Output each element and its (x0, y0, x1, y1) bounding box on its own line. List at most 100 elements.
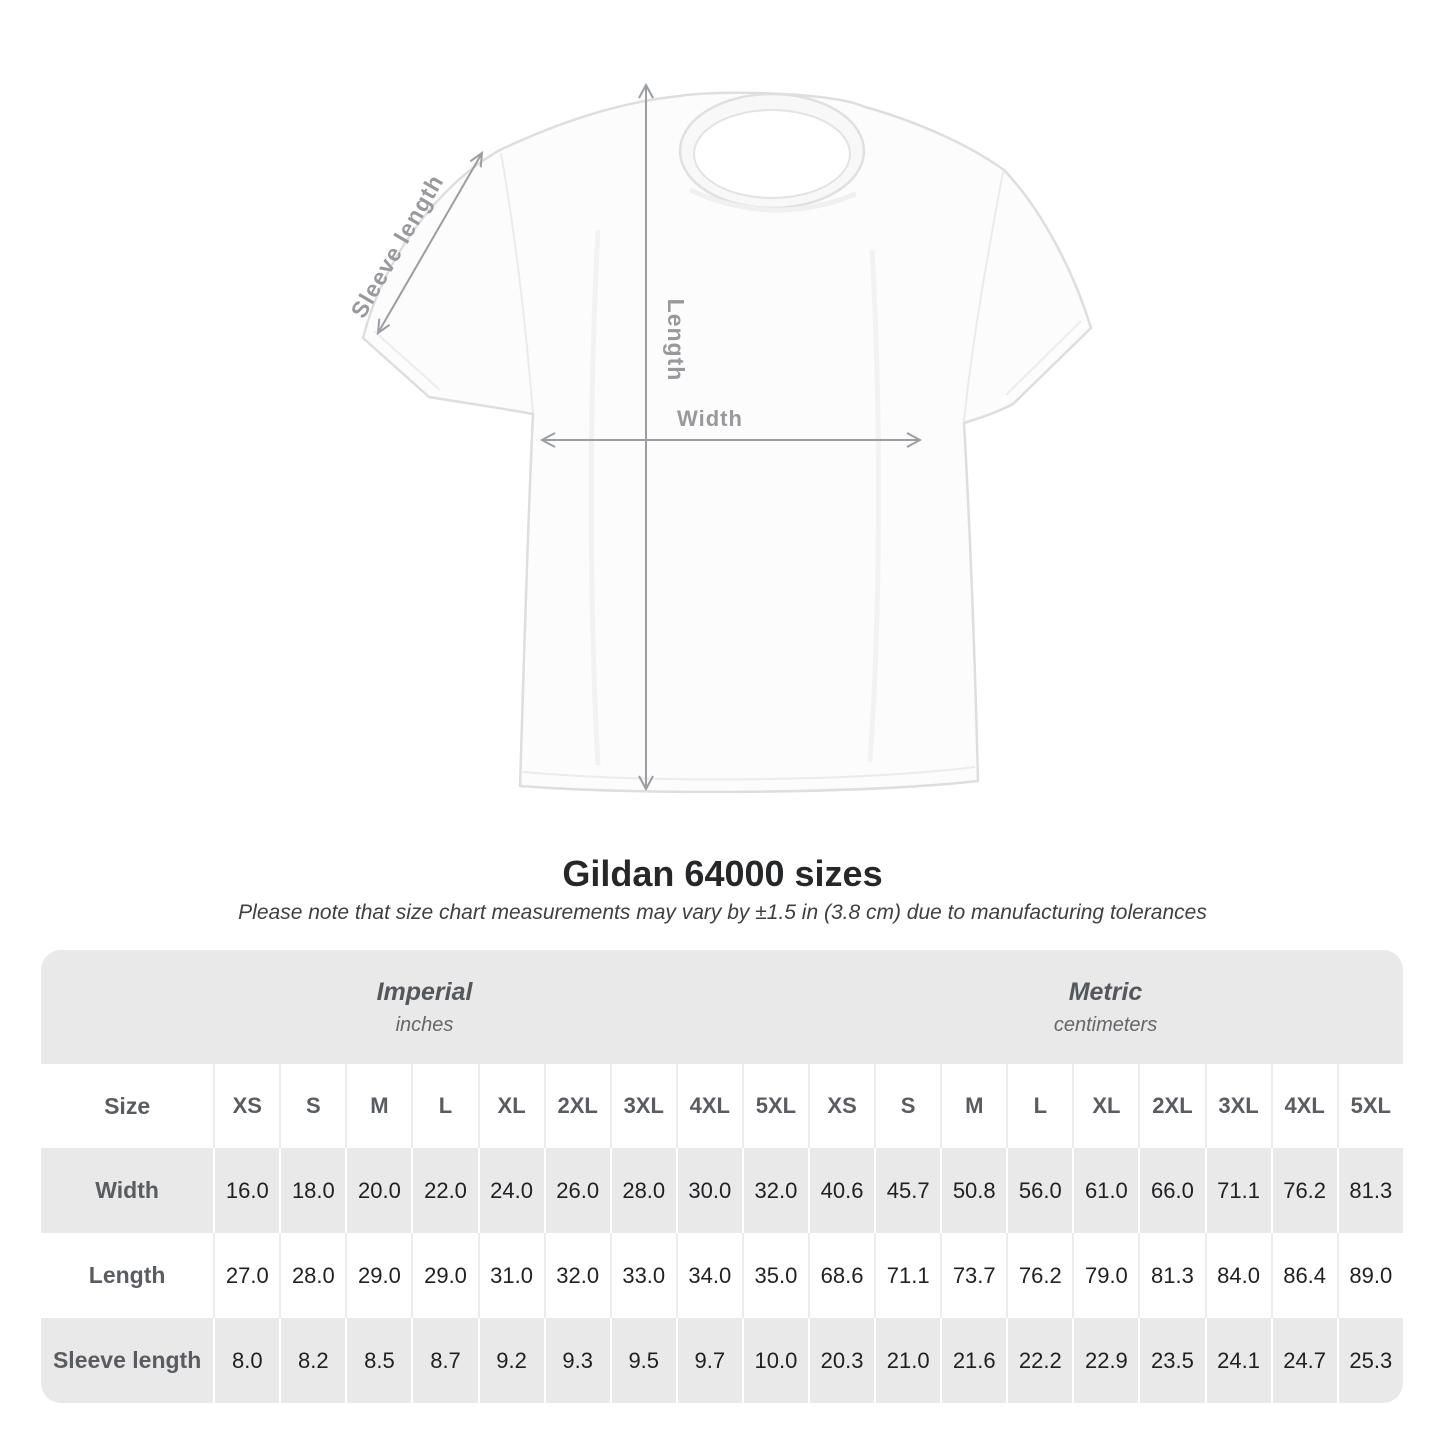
metric-value: 40.6 (808, 1148, 875, 1234)
left-sleeve-hem (373, 330, 441, 391)
collar-shadow (688, 187, 857, 213)
size-col-metric: 3XL (1204, 1064, 1271, 1149)
metric-value: 21.6 (940, 1318, 1007, 1404)
imperial-value: 29.0 (345, 1233, 412, 1319)
measurement-row: Length 27.0 28.0 29.0 29.0 31.0 32.0 33.0 34.0 35… (41, 1233, 1403, 1319)
page-title: Gildan 64000 sizes (562, 853, 883, 894)
imperial-value: 16.0 (213, 1148, 280, 1234)
fold-shading (867, 249, 882, 763)
imperial-value: 32.0 (741, 1148, 809, 1234)
size-col-imperial: 4XL (675, 1064, 742, 1149)
metric-value: 89.0 (1336, 1233, 1403, 1319)
size-col-metric: S (874, 1064, 941, 1149)
metric-value: 24.7 (1270, 1318, 1337, 1404)
imperial-value: 29.0 (411, 1233, 478, 1319)
size-col-imperial: L (411, 1064, 478, 1149)
imperial-value: 8.5 (345, 1318, 412, 1404)
imperial-value: 9.7 (675, 1318, 742, 1404)
collar-inner (693, 109, 851, 199)
imperial-value: 26.0 (543, 1148, 610, 1234)
imperial-value: 34.0 (675, 1233, 742, 1319)
metric-value: 71.1 (1204, 1148, 1271, 1234)
metric-value: 76.2 (1006, 1233, 1073, 1319)
size-col-metric: M (940, 1064, 1007, 1149)
imperial-value: 35.0 (741, 1233, 809, 1319)
imperial-value: 8.0 (213, 1318, 280, 1404)
length-arrow (638, 82, 654, 792)
imperial-value: 24.0 (477, 1148, 544, 1234)
metric-value: 23.5 (1138, 1318, 1205, 1404)
metric-value: 68.6 (808, 1233, 875, 1319)
metric-value: 22.9 (1072, 1318, 1139, 1404)
right-sleeve-seam (963, 171, 1004, 423)
imperial-value: 33.0 (609, 1233, 676, 1319)
imperial-value: 32.0 (543, 1233, 610, 1319)
imperial-value: 30.0 (675, 1148, 742, 1234)
unit-header-row: Imperial inches Metric centimeters (41, 950, 1403, 1065)
imperial-value: 18.0 (279, 1148, 346, 1234)
metric-label: Metric (1068, 977, 1143, 1006)
sleeve-length-arrow (376, 150, 484, 336)
size-col-metric: 2XL (1138, 1064, 1205, 1149)
imperial-value: 8.7 (411, 1318, 478, 1404)
size-header-row: Size XS S M L XL 2XL 3XL 4XL 5XL XS S M L XL 2XL 3XL 4XL… (41, 1064, 1403, 1149)
metric-value: 81.3 (1138, 1233, 1205, 1319)
imperial-value: 10.0 (741, 1318, 809, 1404)
imperial-value: 9.3 (543, 1318, 610, 1404)
row-label: Width (41, 1148, 214, 1234)
size-col-imperial: XS (213, 1064, 280, 1149)
metric-value: 81.3 (1336, 1148, 1403, 1234)
imperial-value: 22.0 (411, 1148, 478, 1234)
row-label: Length (41, 1233, 214, 1319)
tshirt-diagram: Length Width Sleeve length (345, 82, 1093, 794)
imperial-header: Imperial inches (41, 950, 809, 1065)
imperial-label: Imperial (376, 977, 473, 1006)
imperial-value: 9.5 (609, 1318, 676, 1404)
tolerance-note: Please note that size chart measurements… (238, 901, 1207, 925)
right-sleeve-hem (1005, 320, 1082, 396)
metric-value: 25.3 (1336, 1318, 1403, 1404)
tshirt-outline (361, 91, 1093, 794)
left-sleeve-seam (500, 152, 534, 414)
row-label: Sleeve length (41, 1318, 214, 1404)
size-col-imperial: XL (477, 1064, 544, 1149)
metric-value: 71.1 (874, 1233, 941, 1319)
size-column-header: Size (41, 1064, 214, 1149)
metric-value: 50.8 (940, 1148, 1007, 1234)
metric-value: 84.0 (1204, 1233, 1271, 1319)
imperial-value: 28.0 (609, 1148, 676, 1234)
size-col-metric: XS (808, 1064, 875, 1149)
imperial-value: 28.0 (279, 1233, 346, 1319)
imperial-value: 27.0 (213, 1233, 280, 1319)
metric-value: 56.0 (1006, 1148, 1073, 1234)
size-col-metric: 5XL (1336, 1064, 1403, 1149)
metric-value: 24.1 (1204, 1318, 1271, 1404)
width-label: Width (677, 406, 743, 431)
metric-header: Metric centimeters (808, 950, 1403, 1065)
size-col-imperial: M (345, 1064, 412, 1149)
metric-value: 73.7 (940, 1233, 1007, 1319)
size-col-imperial: 3XL (609, 1064, 676, 1149)
metric-value: 86.4 (1270, 1233, 1337, 1319)
measurement-row: Sleeve length 8.0 8.2 8.5 8.7 9.2 9.3 9.5 9.7 10.… (41, 1318, 1403, 1404)
fold-shading (588, 229, 601, 766)
bottom-hem-stitch (522, 766, 976, 781)
size-col-metric: 4XL (1270, 1064, 1337, 1149)
imperial-value: 8.2 (279, 1318, 346, 1404)
size-col-imperial: S (279, 1064, 346, 1149)
metric-value: 61.0 (1072, 1148, 1139, 1234)
size-col-metric: XL (1072, 1064, 1139, 1149)
metric-value: 22.2 (1006, 1318, 1073, 1404)
imperial-value: 9.2 (477, 1318, 544, 1404)
measurement-row: Width 16.0 18.0 20.0 22.0 24.0 26.0 28.0 30.0 32.… (41, 1148, 1403, 1234)
metric-value: 21.0 (874, 1318, 941, 1404)
imperial-value: 31.0 (477, 1233, 544, 1319)
metric-value: 66.0 (1138, 1148, 1205, 1234)
imperial-sublabel: inches (395, 1013, 454, 1036)
length-label: Length (663, 299, 689, 382)
metric-value: 79.0 (1072, 1233, 1139, 1319)
size-col-imperial: 5XL (741, 1064, 809, 1149)
metric-value: 20.3 (808, 1318, 875, 1404)
size-col-metric: L (1006, 1064, 1073, 1149)
